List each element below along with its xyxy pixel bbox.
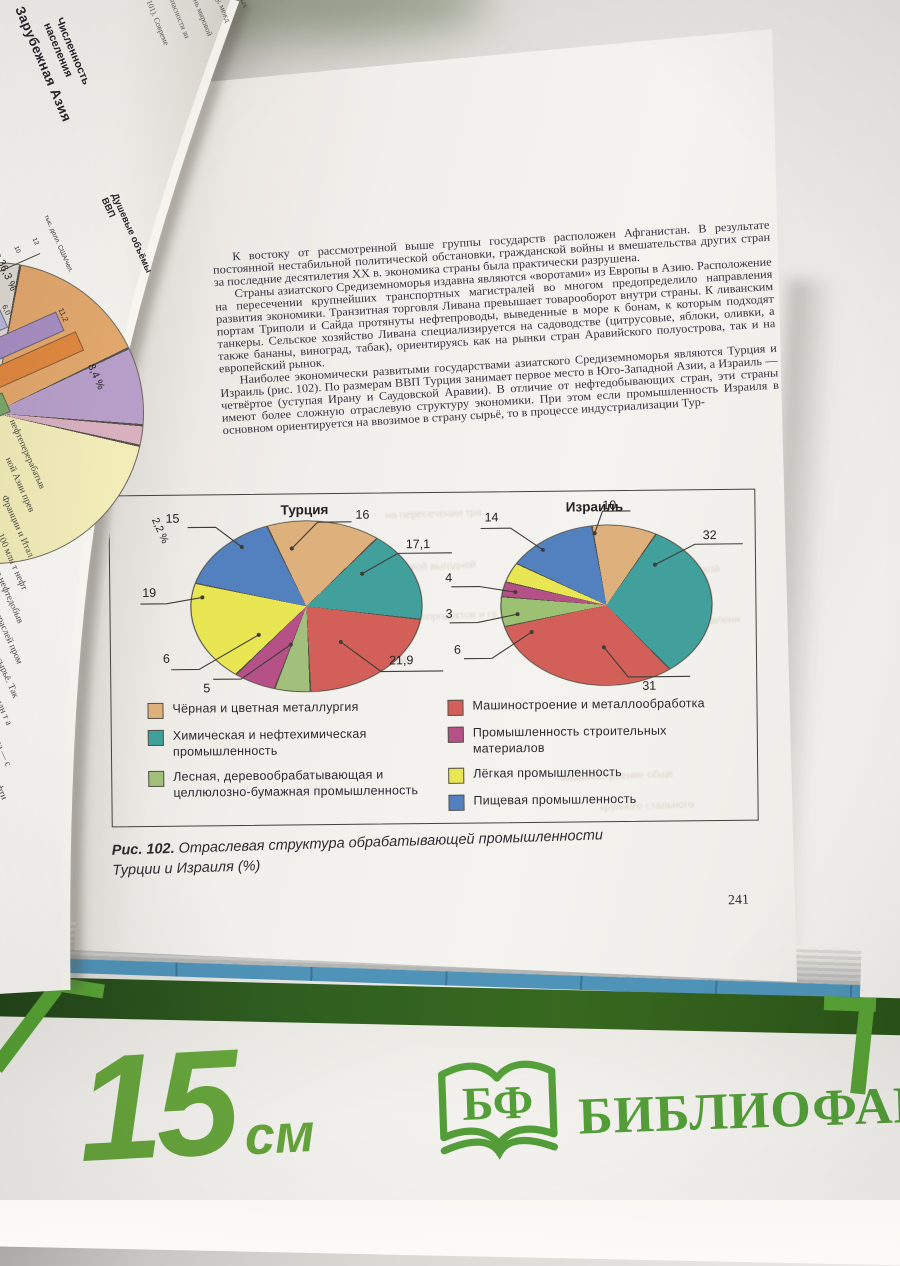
spine-text-fragment: Катара — с <box>0 722 13 769</box>
axis-tick: 8 <box>0 253 2 259</box>
bar: 6,0 <box>0 303 13 352</box>
legend-label: Машиностроение и металлообработка <box>472 696 705 713</box>
body-text: К востоку от рассмотренной выше группы г… <box>212 218 780 437</box>
legend-item: Чёрная и цветная металлургия <box>147 699 419 719</box>
figure-102-box: Турция 16 17,1 21,9 5 6 19 15 Израиль <box>108 488 759 828</box>
figure-legend-left: Чёрная и цветная металлургия Химическая … <box>147 699 420 801</box>
bar-value-label: 11,2 <box>56 306 70 324</box>
legend-swatch <box>147 702 164 719</box>
left-pie-value: 8,4 % <box>85 362 107 392</box>
left-pie-value: 36,3 % <box>0 258 20 293</box>
bookstore-name: БИБЛИОФАН <box>577 1076 900 1146</box>
legend-swatch <box>448 794 465 812</box>
legend-swatch <box>448 767 465 785</box>
legend-item: Лёгкая промышленность <box>448 764 740 785</box>
spine-text-fragment: е 1 млн т а <box>0 684 14 728</box>
y-axis-label: тыс. долл. США/чел. <box>42 214 75 274</box>
legend-label: Чёрная и цветная металлургия <box>172 699 359 716</box>
page-number: 241 <box>727 892 750 909</box>
legend-item: Химическая и нефтехимическая промышленно… <box>147 726 420 760</box>
spine-text-fragment: в нефтедобыв <box>0 570 25 626</box>
bar: 11,2 <box>0 307 70 376</box>
legend-swatch <box>447 699 464 716</box>
slice-value: 6 <box>162 651 171 666</box>
ruler-size-label: 15 см <box>73 1017 317 1194</box>
slice-value: 15 <box>165 511 180 526</box>
figure-legend-right: Машиностроение и металлообработка Промыш… <box>447 696 740 812</box>
left-page-bar-chart: тыс. долл. США/чел. 12 10 8 6 4 2 0 3,56… <box>0 214 105 456</box>
bar <box>0 392 11 423</box>
leader-lines <box>140 521 452 680</box>
slice-value: 14 <box>484 510 499 525</box>
slice-value: 31 <box>642 678 657 693</box>
legend-swatch <box>148 771 165 788</box>
y-axis <box>0 253 41 302</box>
leader-lines <box>449 510 743 678</box>
legend-item: Промышленность строительных материалов <box>447 723 740 757</box>
legend-item: Машиностроение и металлообработка <box>447 696 739 716</box>
spine-text-fragment: отраслей пром <box>0 608 24 666</box>
slice-value: 3 <box>445 606 453 621</box>
legend-label: Лесная, деревообрабатывающая и целлюлозн… <box>173 767 419 800</box>
slice-value: 19 <box>142 585 157 601</box>
open-book-icon: БФ <box>438 1060 558 1160</box>
slice-value: 21,9 <box>388 653 414 668</box>
spine-text-fragment: ной Азии прев <box>2 456 36 514</box>
slice-value: 16 <box>355 507 370 522</box>
spine-text-fragment: нефтеперерабатыв <box>6 418 47 491</box>
slice-value: 32 <box>702 528 717 543</box>
legend-item: Лесная, деревообрабатывающая и целлюлозн… <box>148 767 420 801</box>
pie-chart-israel: Израиль 10 32 31 6 3 4 14 <box>444 498 746 699</box>
slice-value: 17,1 <box>405 537 431 552</box>
legend-label: Лёгкая промышленность <box>473 765 622 781</box>
slice-value: 4 <box>445 570 453 585</box>
axis-tick: 12 <box>30 236 40 247</box>
ruler-number: 15 <box>73 1017 238 1194</box>
spine-text-fragment: ое сырьё. Так <box>0 646 21 700</box>
spine-text-fragment: 100 млн т нефт <box>0 532 29 592</box>
logo-monogram: БФ <box>461 1076 534 1130</box>
legend-label: Химическая и нефтехимическая промышленно… <box>172 726 367 759</box>
legend-label: Промышленность строительных материалов <box>472 723 667 756</box>
ruler-unit: см <box>243 1102 317 1167</box>
pie-chart-turkey: Турция 16 17,1 21,9 5 6 19 15 <box>139 502 471 702</box>
spine-text-fragment: Франции и Итал <box>0 494 36 560</box>
bar-value-label: 6,0 <box>0 303 13 317</box>
bars: 3,56,011,2 <box>0 260 95 423</box>
axis-tick: 10 <box>12 244 22 255</box>
slice-value: 6 <box>453 642 461 657</box>
spine-text-fragment: вок нефти <box>0 760 9 802</box>
legend-swatch <box>147 729 164 746</box>
legend-label: Пищевая промышленность <box>473 792 637 808</box>
caption-number: Рис. 102. <box>111 840 175 859</box>
bookstore-logo: БФ БИБЛИОФАН <box>430 1039 900 1174</box>
legend-swatch <box>447 726 464 743</box>
bar <box>0 331 85 399</box>
legend-item: Пищевая промышленность <box>448 791 740 812</box>
slice-value: 5 <box>203 681 211 696</box>
slice-value: 10 <box>602 498 617 513</box>
ruler-frame-corner-right-top <box>823 996 877 1012</box>
